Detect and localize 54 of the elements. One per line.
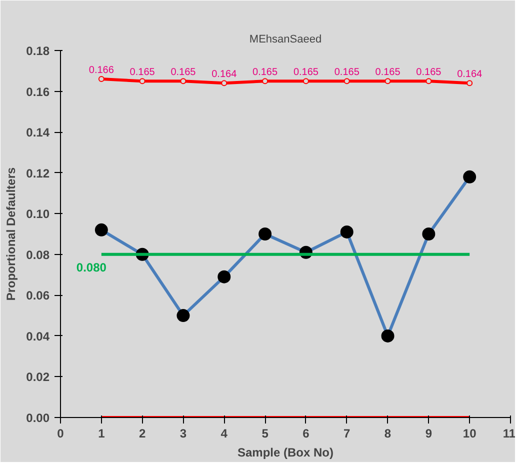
y-tick-label: 0.08 bbox=[26, 248, 50, 262]
y-tick-label: 0.06 bbox=[26, 288, 50, 303]
point bbox=[426, 78, 432, 84]
x-tick-label: 10 bbox=[462, 426, 477, 440]
y-tick-label: 0.12 bbox=[26, 166, 50, 180]
point bbox=[344, 78, 350, 84]
y-tick-label: 0.18 bbox=[26, 44, 50, 58]
x-tick-label: 3 bbox=[180, 426, 187, 440]
x-tick-label: 2 bbox=[138, 426, 146, 440]
annotation: 0.080 bbox=[76, 260, 107, 274]
point bbox=[94, 223, 108, 236]
point bbox=[176, 309, 190, 322]
data-label: 0.166 bbox=[88, 65, 114, 76]
data-label: 0.165 bbox=[252, 67, 278, 78]
point bbox=[180, 78, 186, 84]
y-axis-title: Proportional Defaulters bbox=[4, 166, 18, 301]
x-tick-label: 5 bbox=[262, 426, 269, 440]
x-tick-label: 0 bbox=[57, 426, 64, 440]
point bbox=[381, 329, 394, 342]
point bbox=[98, 76, 104, 82]
y-tick-label: 0.14 bbox=[26, 126, 50, 140]
data-label: 0.164 bbox=[457, 69, 483, 80]
x-tick-label: 6 bbox=[302, 426, 310, 440]
chart-title: MEhsanSaeed bbox=[249, 34, 322, 46]
data-label: 0.165 bbox=[416, 67, 442, 78]
x-tick-label: 11 bbox=[502, 426, 516, 440]
data-label: 0.165 bbox=[334, 67, 360, 78]
data-label: 0.165 bbox=[375, 67, 401, 78]
point bbox=[218, 270, 231, 284]
point bbox=[466, 80, 473, 86]
x-tick-label: 4 bbox=[220, 426, 228, 440]
point bbox=[139, 78, 146, 84]
point bbox=[422, 228, 436, 240]
point bbox=[258, 228, 272, 240]
point bbox=[221, 80, 228, 86]
point bbox=[340, 225, 354, 238]
y-tick-label: 0.16 bbox=[26, 84, 50, 99]
point bbox=[384, 78, 391, 84]
x-tick-label: 7 bbox=[344, 426, 351, 440]
x-axis-title: Sample (Box No) bbox=[237, 446, 334, 460]
point bbox=[302, 78, 309, 84]
data-label: 0.165 bbox=[130, 67, 156, 78]
y-tick-label: 0.10 bbox=[26, 207, 50, 222]
point bbox=[463, 170, 476, 184]
y-tick-label: 0.00 bbox=[26, 411, 50, 425]
point bbox=[262, 78, 268, 84]
data-label: 0.165 bbox=[170, 67, 196, 78]
x-tick-label: 9 bbox=[425, 426, 432, 440]
data-label: 0.164 bbox=[212, 69, 238, 80]
y-tick-label: 0.04 bbox=[26, 329, 50, 344]
y-tick-label: 0.02 bbox=[26, 370, 50, 384]
x-tick-label: 8 bbox=[384, 426, 392, 440]
x-tick-label: 1 bbox=[98, 426, 106, 440]
data-label: 0.165 bbox=[293, 67, 319, 78]
